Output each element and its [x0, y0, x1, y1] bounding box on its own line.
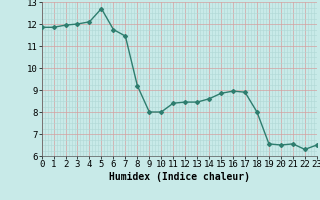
- X-axis label: Humidex (Indice chaleur): Humidex (Indice chaleur): [109, 172, 250, 182]
